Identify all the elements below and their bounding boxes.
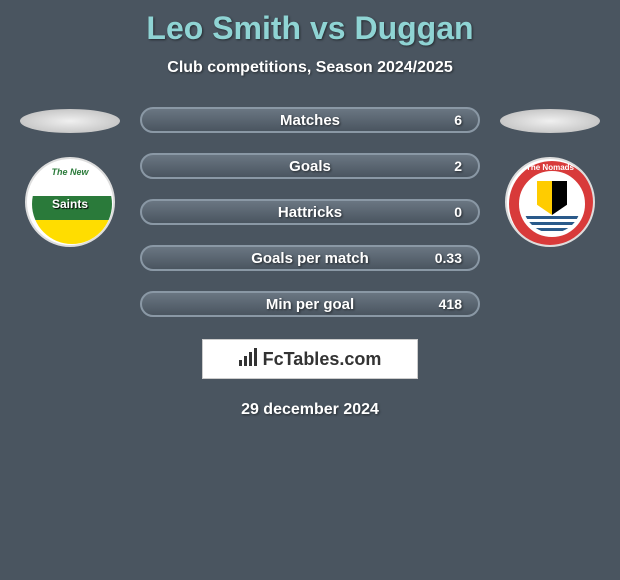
stat-right-value: 2: [454, 158, 462, 174]
badge-right-center: [523, 175, 581, 233]
stats-column: Matches 6 Goals 2 Hattricks 0 Goals per …: [140, 107, 480, 317]
club-badge-left: The New Saints: [25, 157, 115, 247]
page-subtitle: Club competitions, Season 2024/2025: [0, 59, 620, 77]
club-badge-right: The Nomads: [505, 157, 595, 247]
badge-right-text-top: The Nomads: [507, 163, 593, 172]
badge-right-shield: [537, 181, 567, 215]
stat-label: Matches: [280, 112, 340, 129]
stat-row-goals-per-match: Goals per match 0.33: [140, 245, 480, 271]
stat-label: Goals per match: [251, 250, 369, 267]
stat-row-matches: Matches 6: [140, 107, 480, 133]
player-right-column: The Nomads: [500, 107, 600, 247]
stat-row-hattricks: Hattricks 0: [140, 199, 480, 225]
badge-right-waves: [523, 215, 581, 231]
chart-bars-icon: [239, 348, 259, 371]
badge-left-text-main: Saints: [27, 197, 113, 211]
player-left-placeholder: [20, 109, 120, 133]
stat-right-value: 0: [454, 204, 462, 220]
brand-box[interactable]: FcTables.com: [202, 339, 418, 379]
stat-right-value: 418: [439, 296, 462, 312]
stat-right-value: 0.33: [435, 250, 462, 266]
badge-left-text-top: The New: [27, 167, 113, 177]
stat-row-goals: Goals 2: [140, 153, 480, 179]
stats-area: The New Saints Matches 6 Goals 2 Hattric…: [0, 107, 620, 317]
date-label: 29 december 2024: [0, 401, 620, 419]
player-left-column: The New Saints: [20, 107, 120, 247]
stat-row-min-per-goal: Min per goal 418: [140, 291, 480, 317]
player-right-placeholder: [500, 109, 600, 133]
brand-text: FcTables.com: [263, 349, 382, 370]
comparison-container: Leo Smith vs Duggan Club competitions, S…: [0, 0, 620, 419]
page-title: Leo Smith vs Duggan: [0, 10, 620, 47]
stat-right-value: 6: [454, 112, 462, 128]
stat-label: Goals: [289, 158, 331, 175]
stat-label: Min per goal: [266, 296, 354, 313]
stat-label: Hattricks: [278, 204, 342, 221]
